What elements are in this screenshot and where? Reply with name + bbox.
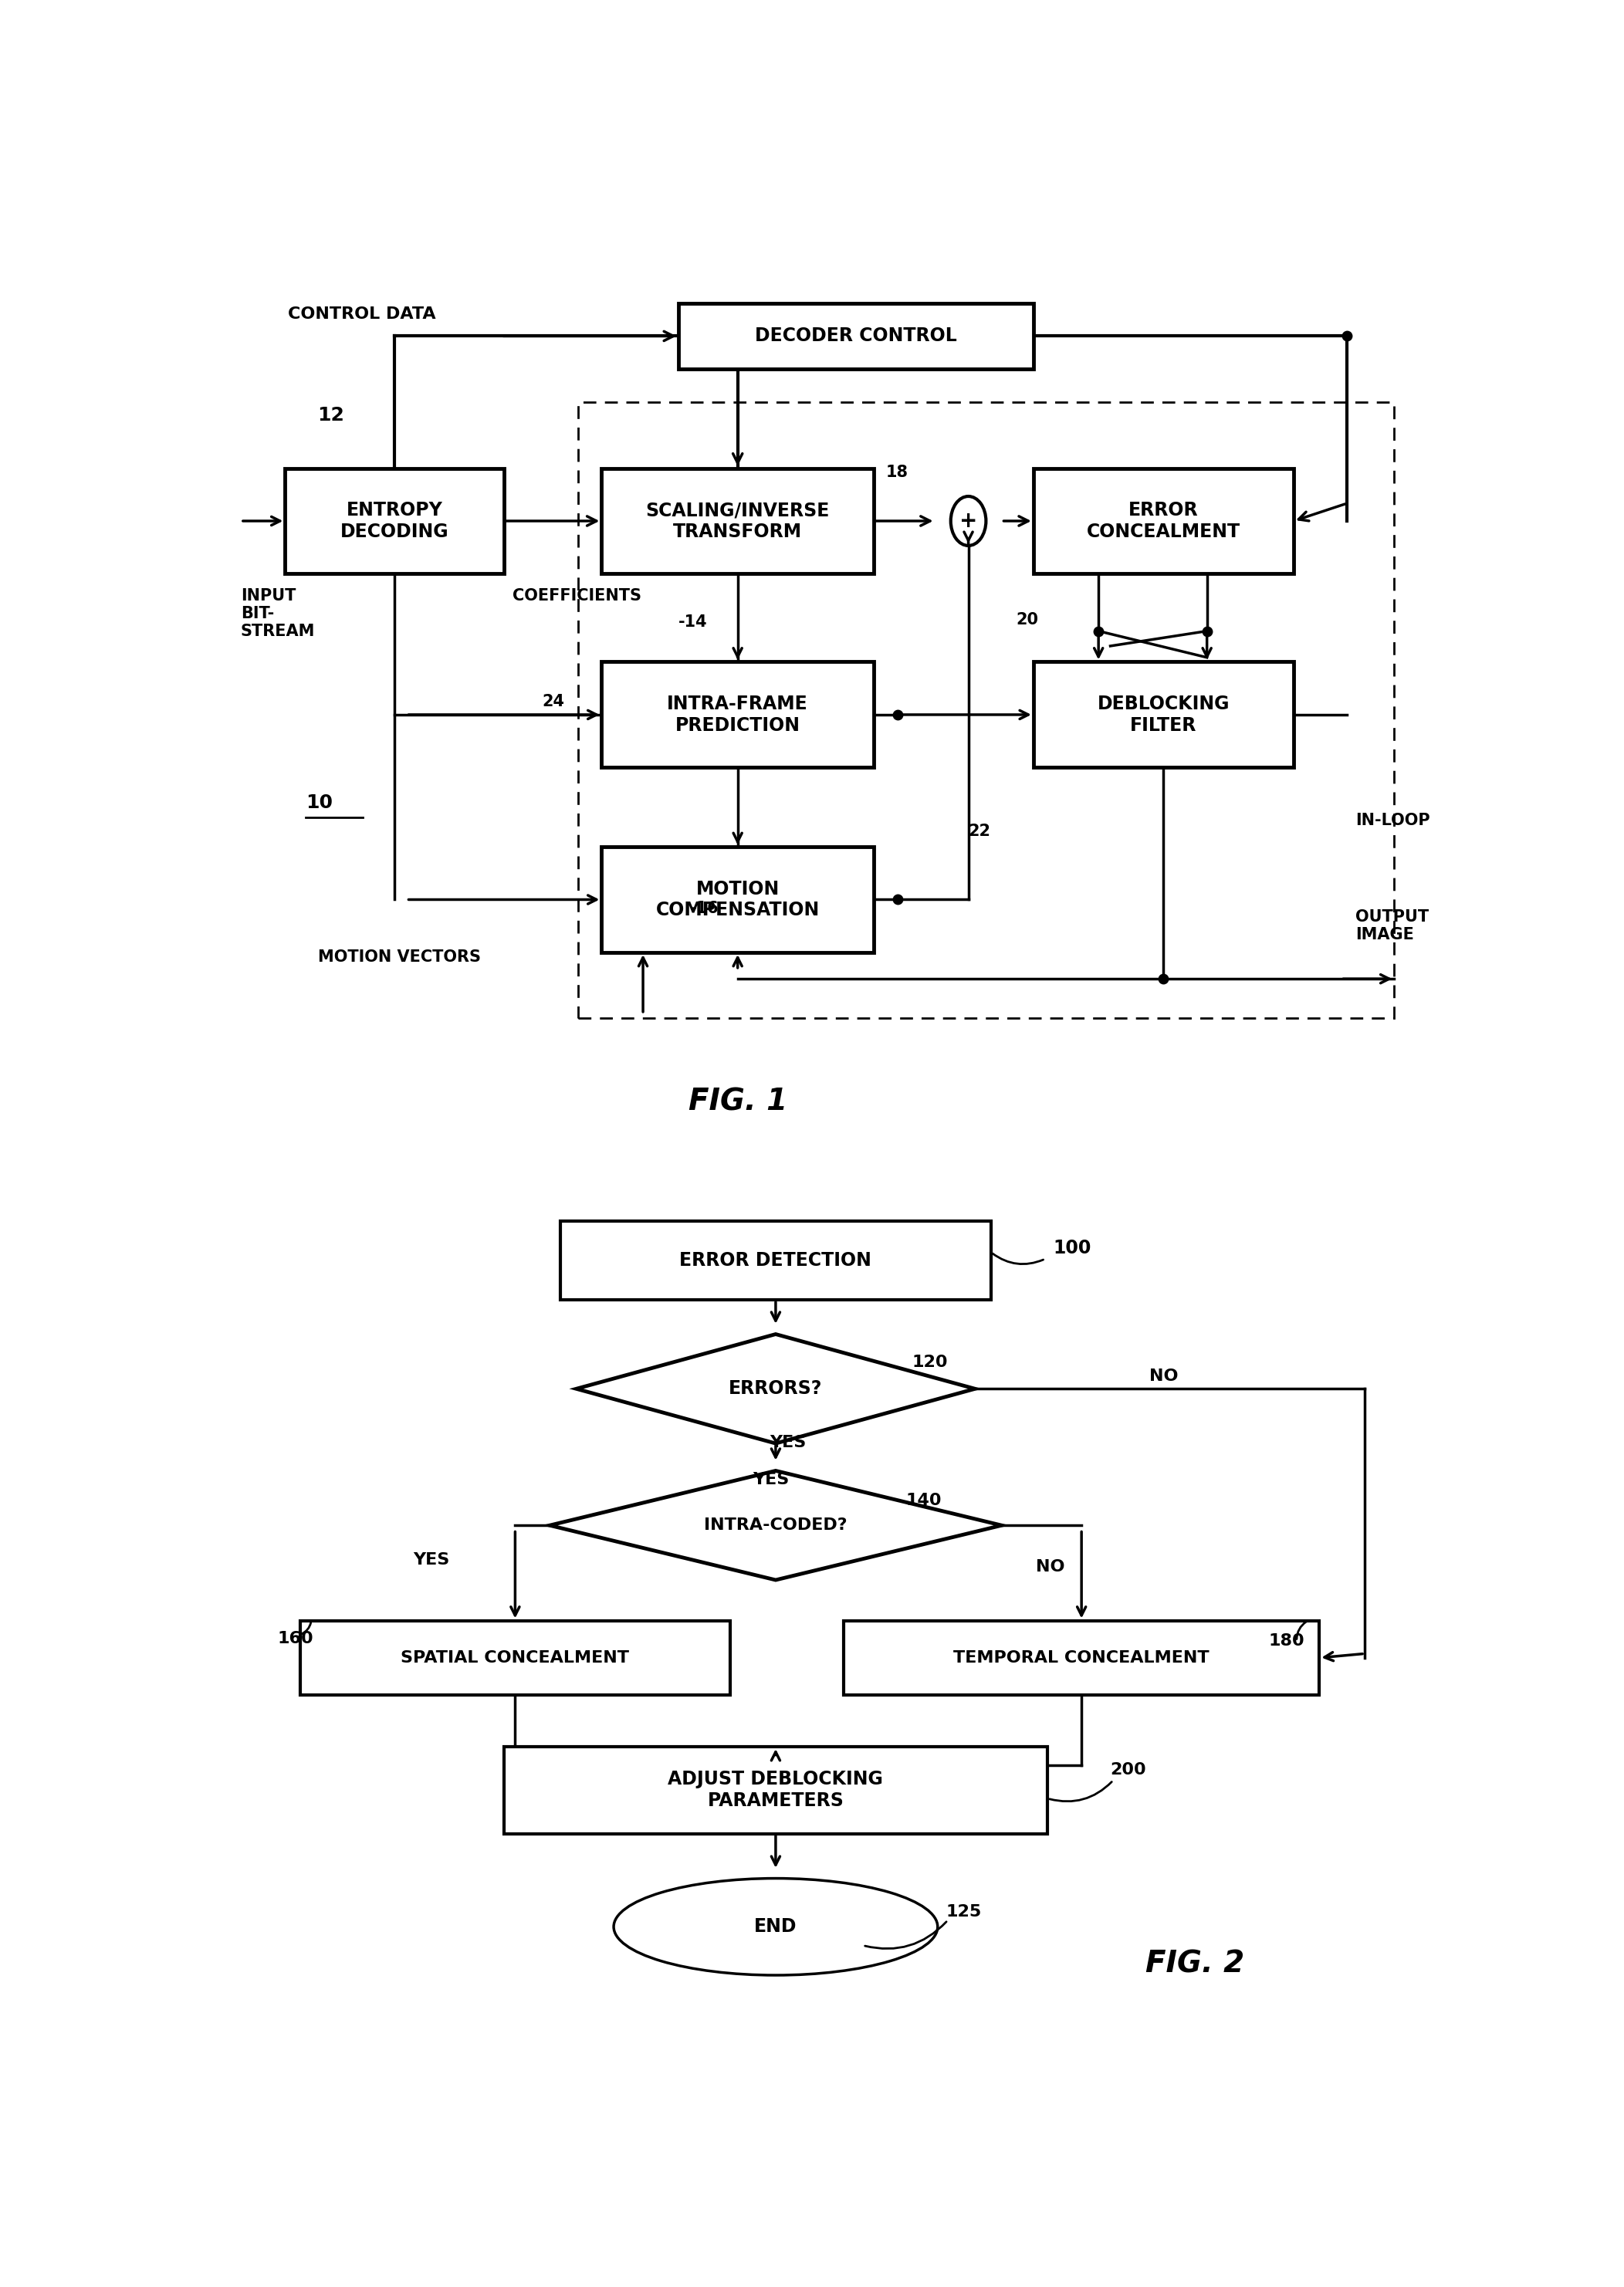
Bar: [843, 1621, 1319, 1695]
Text: NO: NO: [1036, 1560, 1065, 1573]
Text: MOTION VECTORS: MOTION VECTORS: [318, 949, 481, 965]
Bar: [503, 1747, 1047, 1834]
Bar: [601, 846, 874, 951]
Text: 120: 120: [911, 1354, 947, 1370]
Bar: [1033, 469, 1294, 574]
Text: 200: 200: [1109, 1761, 1147, 1777]
Text: INPUT
BIT-
STREAM: INPUT BIT- STREAM: [240, 588, 315, 638]
Text: INTRA-CODED?: INTRA-CODED?: [705, 1519, 848, 1532]
Text: 18: 18: [885, 464, 908, 480]
Text: DECODER CONTROL: DECODER CONTROL: [755, 327, 957, 345]
Text: SPATIAL CONCEALMENT: SPATIAL CONCEALMENT: [401, 1649, 630, 1665]
Text: END: END: [754, 1917, 797, 1937]
Text: 100: 100: [1054, 1240, 1091, 1258]
Text: MOTION
COMPENSATION: MOTION COMPENSATION: [656, 880, 820, 919]
Text: -14: -14: [679, 615, 708, 629]
Text: ERRORS?: ERRORS?: [729, 1379, 822, 1397]
Polygon shape: [577, 1333, 974, 1443]
Text: 12: 12: [318, 407, 344, 425]
Bar: [300, 1621, 731, 1695]
Text: 125: 125: [945, 1905, 981, 1919]
Text: YES: YES: [754, 1473, 789, 1487]
Bar: [1033, 661, 1294, 768]
Text: INTRA-FRAME
PREDICTION: INTRA-FRAME PREDICTION: [667, 695, 809, 734]
Text: COEFFICIENTS: COEFFICIENTS: [513, 588, 641, 604]
Text: CONTROL DATA: CONTROL DATA: [287, 306, 435, 322]
Text: SCALING/INVERSE
TRANSFORM: SCALING/INVERSE TRANSFORM: [646, 501, 830, 542]
Bar: [286, 469, 503, 574]
Text: OUTPUT
IMAGE: OUTPUT IMAGE: [1354, 910, 1429, 942]
Polygon shape: [549, 1471, 1002, 1580]
Bar: [578, 403, 1395, 1018]
Text: IN-LOOP: IN-LOOP: [1354, 812, 1429, 828]
Text: ERROR
CONCEALMENT: ERROR CONCEALMENT: [1086, 501, 1241, 542]
Bar: [560, 1221, 991, 1299]
Text: ADJUST DEBLOCKING
PARAMETERS: ADJUST DEBLOCKING PARAMETERS: [667, 1770, 883, 1811]
Text: 20: 20: [1015, 613, 1038, 627]
Text: NO: NO: [1150, 1368, 1179, 1384]
Text: ENTROPY
DECODING: ENTROPY DECODING: [341, 501, 448, 542]
Bar: [679, 304, 1033, 368]
Text: -16: -16: [690, 901, 719, 917]
Text: ERROR DETECTION: ERROR DETECTION: [679, 1251, 872, 1269]
Text: DEBLOCKING
FILTER: DEBLOCKING FILTER: [1098, 695, 1229, 734]
Text: 24: 24: [542, 693, 565, 709]
Text: YES: YES: [412, 1553, 450, 1569]
Text: 140: 140: [906, 1493, 942, 1507]
Ellipse shape: [614, 1878, 937, 1976]
Text: 160: 160: [278, 1631, 313, 1647]
Text: FIG. 2: FIG. 2: [1145, 1949, 1244, 1978]
Text: 22: 22: [968, 823, 991, 839]
Text: +: +: [960, 510, 978, 533]
Text: FIG. 1: FIG. 1: [689, 1086, 788, 1116]
Text: YES: YES: [770, 1434, 807, 1450]
Bar: [601, 661, 874, 768]
Bar: [601, 469, 874, 574]
Text: 10: 10: [305, 794, 333, 812]
Text: TEMPORAL CONCEALMENT: TEMPORAL CONCEALMENT: [953, 1649, 1210, 1665]
Text: 180: 180: [1268, 1633, 1304, 1649]
